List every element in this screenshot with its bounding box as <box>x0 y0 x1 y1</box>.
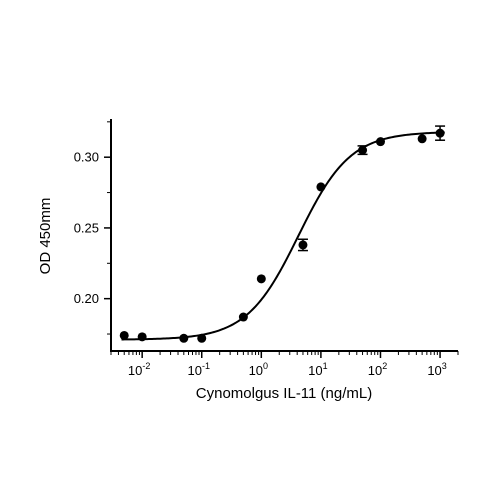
data-point <box>298 240 308 250</box>
data-point <box>256 274 266 284</box>
data-point <box>238 312 248 322</box>
data-point <box>179 333 189 343</box>
x-tick-label: 101 <box>308 361 327 378</box>
plot-area: 10-2 10-1 100 101 102 103 0.20 0.25 0.30 <box>74 119 459 378</box>
data-point <box>197 333 207 343</box>
fit-curve <box>121 131 445 341</box>
x-tick-label: 102 <box>368 361 387 378</box>
x-tick-label: 100 <box>249 361 268 378</box>
data-point <box>375 137 385 147</box>
data-point <box>316 182 326 192</box>
data-point <box>137 332 147 342</box>
data-point <box>358 145 368 155</box>
x-tick-label: 10-1 <box>187 361 209 378</box>
y-axis-label: OD 450mm <box>37 198 54 275</box>
data-point <box>119 330 129 340</box>
x-tick-label: 10-2 <box>128 361 150 378</box>
data-point <box>435 128 445 138</box>
x-axis-label: Cynomolgus IL-11 (ng/mL) <box>196 385 372 402</box>
y-tick-label: 0.20 <box>74 291 99 306</box>
y-tick-label: 0.25 <box>74 220 99 235</box>
y-tick-label: 0.30 <box>74 150 99 165</box>
data-point <box>417 134 427 144</box>
x-tick-label: 103 <box>427 361 446 378</box>
